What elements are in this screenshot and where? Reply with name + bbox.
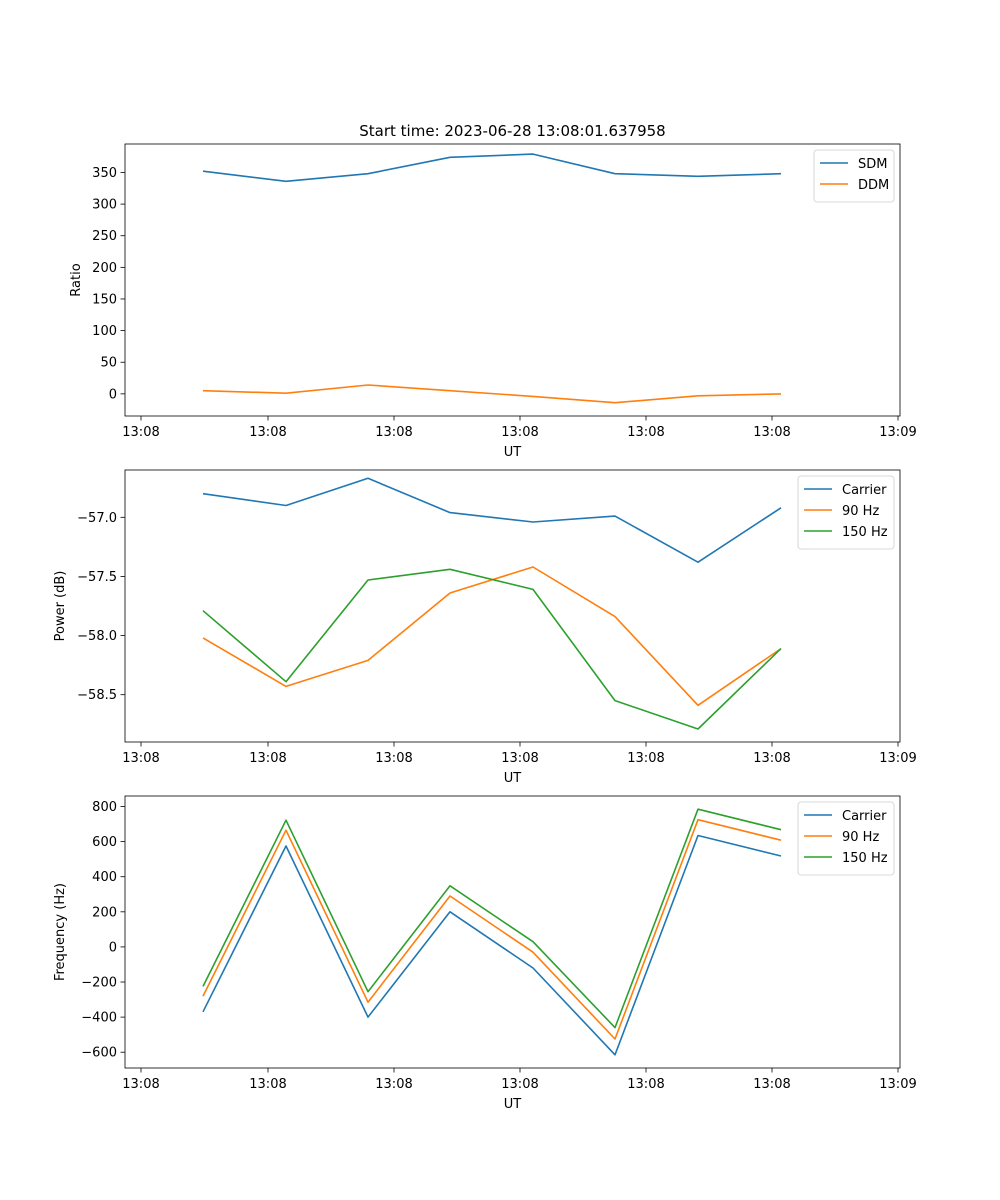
x-tick-label: 13:08 bbox=[122, 425, 159, 440]
legend-label: 90 Hz bbox=[842, 830, 879, 845]
x-tick-label: 13:08 bbox=[753, 425, 790, 440]
x-axis-label: UT bbox=[504, 771, 522, 786]
series-line-carrier bbox=[202, 834, 782, 1056]
series-line-90-hz bbox=[202, 818, 782, 1040]
x-tick-label: 13:08 bbox=[627, 751, 664, 766]
legend: SDM DDM bbox=[813, 149, 895, 203]
chart-panel-3: 13:08 13:08 13:08 13:08 13:08 13:08 13:09 −600 −… bbox=[53, 795, 917, 1112]
x-tick-label: 13:08 bbox=[501, 751, 538, 766]
legend-label: 90 Hz bbox=[842, 504, 879, 519]
y-axis-label: Ratio bbox=[69, 263, 84, 296]
y-tick-label: 150 bbox=[92, 292, 117, 307]
y-tick-label: 350 bbox=[92, 166, 117, 181]
series-line-carrier bbox=[202, 477, 782, 564]
y-tick-label: −57.0 bbox=[77, 511, 117, 526]
x-axis-label: UT bbox=[504, 1097, 522, 1112]
y-tick-label: −57.5 bbox=[77, 570, 117, 585]
x-tick-label: 13:08 bbox=[249, 1077, 286, 1092]
x-tick-label: 13:09 bbox=[879, 1077, 916, 1092]
chart-panel-2: 13:08 13:08 13:08 13:08 13:08 13:08 13:09 −57.0… bbox=[53, 469, 917, 786]
x-tick-label: 13:08 bbox=[501, 425, 538, 440]
x-tick-label: 13:08 bbox=[501, 1077, 538, 1092]
y-tick-label: 0 bbox=[109, 387, 117, 402]
y-tick-label: 250 bbox=[92, 229, 117, 244]
y-axis-label: Power (dB) bbox=[53, 571, 68, 642]
legend: Carrier 90 Hz 150 Hz bbox=[797, 475, 895, 550]
x-tick-label: 13:08 bbox=[627, 425, 664, 440]
x-tick-label: 13:08 bbox=[375, 751, 412, 766]
x-tick-label: 13:08 bbox=[249, 425, 286, 440]
chart-panel-1: 13:08 13:08 13:08 13:08 13:08 13:08 13:09 0 50 10… bbox=[69, 143, 917, 460]
x-tick-label: 13:09 bbox=[879, 425, 916, 440]
series-line-150-hz bbox=[202, 808, 782, 1029]
y-tick-label: 300 bbox=[92, 198, 117, 213]
legend-label: Carrier bbox=[842, 809, 887, 824]
x-tick-label: 13:08 bbox=[753, 751, 790, 766]
axes-frame bbox=[124, 469, 901, 743]
y-tick-label: −58.0 bbox=[77, 629, 117, 644]
axes-frame bbox=[124, 143, 901, 417]
x-axis-label: UT bbox=[504, 445, 522, 460]
x-tick-label: 13:09 bbox=[879, 751, 916, 766]
x-tick-label: 13:08 bbox=[627, 1077, 664, 1092]
legend: Carrier 90 Hz 150 Hz bbox=[797, 801, 895, 876]
y-tick-label: −58.5 bbox=[77, 688, 117, 703]
plot-panels: 13:08 13:08 13:08 13:08 13:08 13:08 13:09 0 50 10… bbox=[53, 143, 917, 1112]
series-line-ddm bbox=[202, 384, 782, 404]
x-tick-label: 13:08 bbox=[249, 751, 286, 766]
x-tick-label: 13:08 bbox=[375, 425, 412, 440]
series-line-150-hz bbox=[202, 568, 782, 730]
figure-title: Start time: 2023-06-28 13:08:01.637958 bbox=[359, 122, 665, 140]
y-tick-label: 100 bbox=[92, 324, 117, 339]
y-tick-label: 200 bbox=[92, 261, 117, 276]
series-line-90-hz bbox=[202, 566, 782, 707]
y-tick-label: 200 bbox=[92, 905, 117, 920]
y-tick-label: −600 bbox=[81, 1046, 117, 1061]
legend-label: Carrier bbox=[842, 483, 887, 498]
y-tick-label: 600 bbox=[92, 835, 117, 850]
y-tick-label: 800 bbox=[92, 800, 117, 815]
legend-label: 150 Hz bbox=[842, 851, 888, 866]
y-tick-label: 0 bbox=[109, 940, 117, 955]
y-tick-label: −200 bbox=[81, 976, 117, 991]
y-axis-label: Frequency (Hz) bbox=[53, 883, 68, 981]
x-tick-label: 13:08 bbox=[122, 1077, 159, 1092]
y-tick-label: −400 bbox=[81, 1011, 117, 1026]
axes-frame bbox=[124, 795, 901, 1069]
series-line-sdm bbox=[202, 153, 782, 183]
x-tick-label: 13:08 bbox=[122, 751, 159, 766]
legend-label: 150 Hz bbox=[842, 525, 888, 540]
y-tick-label: 50 bbox=[100, 356, 117, 371]
x-tick-label: 13:08 bbox=[753, 1077, 790, 1092]
legend-label: SDM bbox=[858, 157, 887, 172]
x-tick-label: 13:08 bbox=[375, 1077, 412, 1092]
legend-label: DDM bbox=[858, 178, 889, 193]
y-tick-label: 400 bbox=[92, 870, 117, 885]
